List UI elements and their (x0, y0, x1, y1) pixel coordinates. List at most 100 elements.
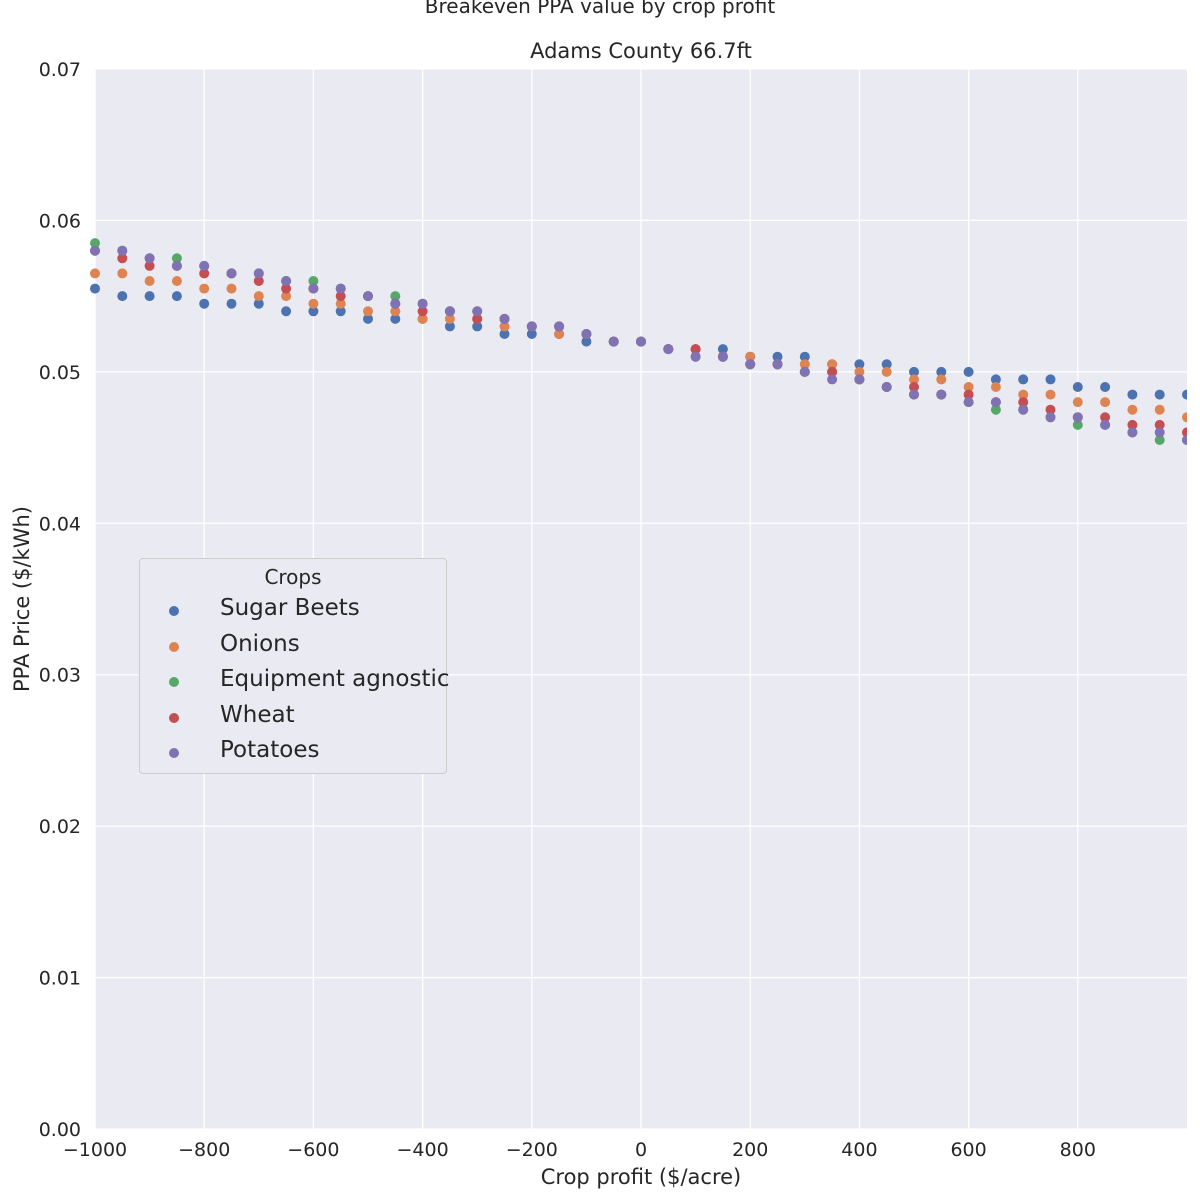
point-wheat (1018, 397, 1029, 408)
point-potatoes (226, 268, 237, 279)
point-potatoes (171, 260, 182, 271)
series-potatoes (90, 245, 1187, 445)
y-tick-label: 0.01 (39, 968, 81, 990)
legend-marker-onions (169, 642, 179, 652)
point-onions (253, 291, 264, 302)
point-onions (499, 321, 510, 332)
point-potatoes (1154, 427, 1165, 438)
point-onions (963, 382, 974, 392)
point-potatoes (144, 253, 155, 264)
point-potatoes (636, 336, 646, 347)
point-sugar-beets (1154, 389, 1165, 400)
point-sugar-beets (990, 374, 1001, 385)
point-wheat (1154, 419, 1165, 430)
point-onions (417, 313, 428, 324)
point-potatoes (308, 283, 319, 294)
point-potatoes (526, 321, 537, 332)
point-onions (144, 276, 155, 286)
point-potatoes (444, 306, 455, 317)
point-sugar-beets (799, 351, 810, 362)
point-potatoes (199, 260, 210, 271)
point-onions (854, 366, 865, 377)
point-onions (799, 359, 810, 370)
point-sugar-beets (226, 298, 237, 309)
legend-label-wheat: Wheat (220, 702, 295, 728)
y-tick-label: 0.02 (39, 816, 81, 838)
x-tick-label: 0 (635, 1139, 647, 1161)
legend-marker-wheat (169, 713, 179, 723)
point-onions (827, 359, 838, 370)
legend-marker-potatoes (169, 748, 179, 758)
y-tick-label: 0.05 (39, 362, 81, 384)
point-sugar-beets (499, 329, 510, 339)
y-tick-label: 0.07 (39, 59, 81, 81)
point-wheat (1127, 419, 1138, 430)
point-potatoes (909, 389, 919, 400)
point-equipment-agnostic (390, 291, 401, 302)
point-onions (936, 374, 947, 385)
point-potatoes (990, 397, 1001, 408)
point-wheat (1182, 427, 1187, 438)
y-tick-label: 0.04 (39, 513, 81, 535)
point-onions (1100, 397, 1111, 408)
point-wheat (335, 291, 346, 302)
point-potatoes (690, 351, 701, 362)
legend-item-wheat: Wheat (140, 700, 446, 734)
x-tick-label: 200 (732, 1139, 768, 1161)
point-sugar-beets (253, 298, 264, 309)
y-tick-label: 0.06 (39, 210, 81, 232)
point-sugar-beets (772, 351, 783, 362)
point-potatoes (854, 374, 865, 385)
point-onions (444, 313, 455, 324)
point-onions (390, 306, 401, 317)
point-wheat (253, 276, 264, 286)
point-onions (335, 298, 346, 309)
point-wheat (827, 366, 838, 377)
point-potatoes (390, 298, 401, 309)
point-potatoes (117, 245, 128, 256)
point-potatoes (608, 336, 619, 347)
point-potatoes (772, 359, 783, 370)
legend-item-onions: Onions (140, 629, 446, 663)
point-wheat (1045, 404, 1056, 415)
legend-marker-equipment-agnostic (169, 677, 179, 687)
point-wheat (199, 268, 210, 279)
point-onions (745, 351, 756, 362)
point-sugar-beets (1182, 389, 1187, 400)
point-equipment-agnostic (171, 253, 182, 264)
x-tick-label: −200 (506, 1139, 558, 1161)
point-sugar-beets (308, 306, 319, 317)
point-sugar-beets (909, 366, 919, 377)
point-onions (90, 268, 100, 279)
point-wheat (963, 389, 974, 400)
y-axis-label: PPA Price ($/kWh) (10, 506, 34, 692)
y-tick-label: 0.00 (39, 1119, 81, 1141)
legend-label-sugar-beets: Sugar Beets (220, 595, 360, 621)
point-equipment-agnostic (90, 238, 100, 249)
point-sugar-beets (963, 366, 974, 377)
series-sugar-beets (90, 283, 1187, 400)
point-sugar-beets (199, 298, 210, 309)
legend-label-potatoes: Potatoes (220, 737, 320, 763)
legend-label-onions: Onions (220, 631, 300, 657)
point-potatoes (1127, 427, 1138, 438)
point-sugar-beets (1072, 382, 1083, 392)
point-potatoes (335, 283, 346, 294)
point-onions (308, 298, 319, 309)
point-onions (990, 382, 1001, 392)
point-sugar-beets (390, 313, 401, 324)
point-potatoes (827, 374, 838, 385)
x-tick-label: −600 (287, 1139, 339, 1161)
point-equipment-agnostic (308, 276, 319, 286)
tick-labels: −1000 −800 −600 −400 −200 0 200 400 600 800 0.00 0.… (39, 59, 1096, 1161)
point-potatoes (554, 321, 565, 332)
point-sugar-beets (444, 321, 455, 332)
point-wheat (144, 260, 155, 271)
x-tick-label: −800 (178, 1139, 230, 1161)
point-sugar-beets (117, 291, 128, 302)
point-sugar-beets (171, 291, 182, 302)
point-sugar-beets (281, 306, 292, 317)
legend-label-equipment-agnostic: Equipment agnostic (220, 666, 450, 692)
point-sugar-beets (1045, 374, 1056, 385)
x-axis-label: Crop profit ($/acre) (541, 1165, 742, 1189)
